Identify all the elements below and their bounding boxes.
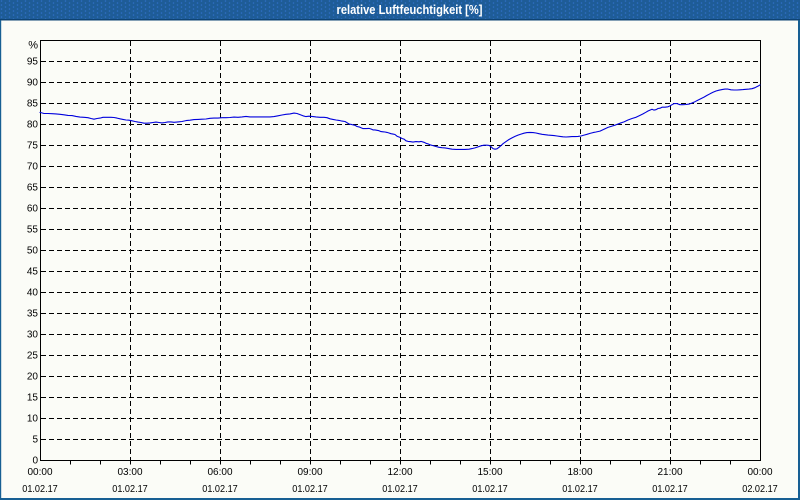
svg-text:06:00: 06:00 xyxy=(207,467,232,478)
svg-text:60: 60 xyxy=(27,204,39,215)
svg-text:15:00: 15:00 xyxy=(477,467,502,478)
svg-text:00:00: 00:00 xyxy=(27,467,52,478)
svg-text:09:00: 09:00 xyxy=(297,467,322,478)
svg-text:relative Luftfeuchtigkeit [%]: relative Luftfeuchtigkeit [%] xyxy=(337,2,483,17)
svg-text:25: 25 xyxy=(27,351,39,362)
svg-text:01.02.17: 01.02.17 xyxy=(562,484,598,495)
svg-text:0: 0 xyxy=(32,456,38,467)
svg-text:01.02.17: 01.02.17 xyxy=(112,484,148,495)
svg-text:01.02.17: 01.02.17 xyxy=(652,484,688,495)
svg-text:50: 50 xyxy=(27,246,39,257)
svg-text:01.02.17: 01.02.17 xyxy=(202,484,238,495)
svg-text:65: 65 xyxy=(27,183,39,194)
svg-text:01.02.17: 01.02.17 xyxy=(382,484,418,495)
svg-text:15: 15 xyxy=(27,393,39,404)
svg-text:5: 5 xyxy=(32,435,38,446)
svg-text:02.02.17: 02.02.17 xyxy=(742,484,778,495)
svg-text:01.02.17: 01.02.17 xyxy=(22,484,58,495)
svg-text:75: 75 xyxy=(27,141,39,152)
svg-text:35: 35 xyxy=(27,309,39,320)
svg-text:00:00: 00:00 xyxy=(747,467,772,478)
svg-text:55: 55 xyxy=(27,225,39,236)
svg-text:21:00: 21:00 xyxy=(657,467,682,478)
svg-text:20: 20 xyxy=(27,372,39,383)
svg-text:30: 30 xyxy=(27,330,39,341)
svg-text:45: 45 xyxy=(27,267,39,278)
svg-text:18:00: 18:00 xyxy=(567,467,592,478)
svg-text:90: 90 xyxy=(27,78,39,89)
svg-text:80: 80 xyxy=(27,120,39,131)
svg-text:12:00: 12:00 xyxy=(387,467,412,478)
svg-text:95: 95 xyxy=(27,57,39,68)
svg-text:10: 10 xyxy=(27,414,39,425)
svg-text:01.02.17: 01.02.17 xyxy=(292,484,328,495)
svg-text:03:00: 03:00 xyxy=(117,467,142,478)
svg-text:40: 40 xyxy=(27,288,39,299)
svg-text:%: % xyxy=(28,40,38,52)
svg-text:70: 70 xyxy=(27,162,39,173)
svg-text:01.02.17: 01.02.17 xyxy=(472,484,508,495)
svg-text:85: 85 xyxy=(27,99,39,110)
